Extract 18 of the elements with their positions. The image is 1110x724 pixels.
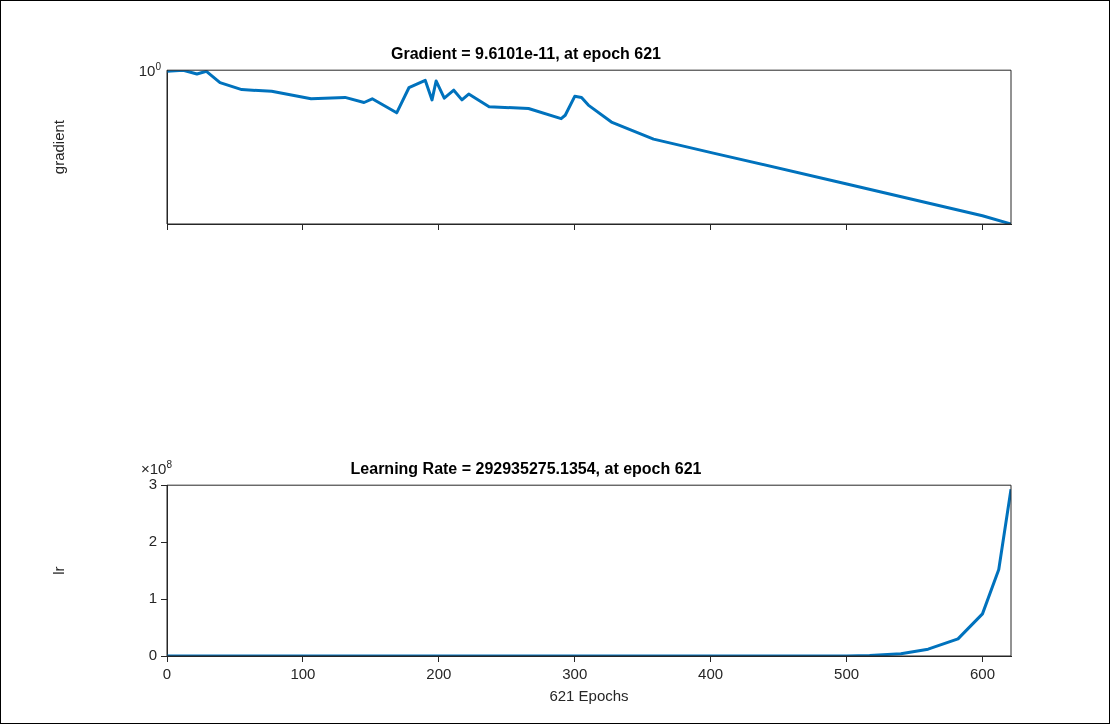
y-tick-label: 2 — [148, 532, 157, 550]
x-axis-title: 621 Epochs — [549, 687, 629, 705]
y-axis-title: gradient — [50, 119, 68, 175]
y-tick-label: 1 — [148, 589, 157, 607]
x-tick-label: 500 — [834, 665, 860, 683]
x-tick-label: 600 — [969, 665, 995, 683]
x-tick-label: 400 — [698, 665, 724, 683]
x-tick-label: 0 — [162, 665, 172, 683]
x-tick-label: 300 — [562, 665, 588, 683]
x-tick-label: 200 — [426, 665, 452, 683]
chart-title: Learning Rate = 292935275.1354, at epoch 621 — [350, 460, 702, 478]
y-tick-label: 3 — [148, 475, 157, 493]
text: 10$^{0}$ — [138, 61, 161, 80]
y-tick-label: 0 — [148, 646, 157, 664]
text: ×10$^{8}$ — [141, 459, 173, 478]
chart-title: Gradient = 9.6101e-11, at epoch 621 — [391, 45, 662, 63]
x-tick-label: 100 — [290, 665, 316, 683]
y-axis-title: lr — [50, 566, 68, 575]
